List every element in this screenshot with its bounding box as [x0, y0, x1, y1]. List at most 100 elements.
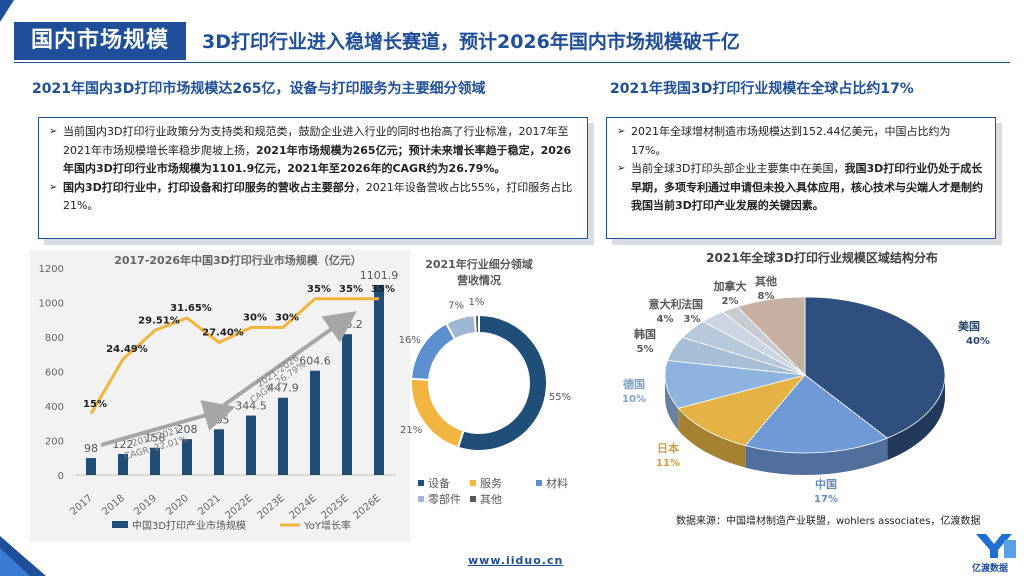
- bar-value-label: 604.6: [299, 355, 331, 368]
- bar-value-label: 447.9: [267, 382, 299, 395]
- donut-legend-label: 零部件: [428, 492, 461, 506]
- pie3d-side-美国: [887, 375, 945, 461]
- pie3d-label-加拿大: 加拿大: [713, 279, 747, 293]
- logo-text: 亿渡数据: [972, 564, 1009, 574]
- yoy-growth-line: [89, 297, 379, 415]
- growth-label: 31.65%: [170, 303, 212, 314]
- pie3d-label-法国: 法国: [681, 297, 703, 311]
- pie3d-value-美国: 40%: [966, 336, 990, 347]
- pie3d-label-韩国: 韩国: [634, 327, 656, 341]
- pie3d-value-其他: 8%: [758, 291, 775, 302]
- bar-2020: [182, 439, 192, 475]
- pie3d-slice-德国: [664, 359, 806, 409]
- bar-value-label: 208: [177, 423, 198, 436]
- pie3d-value-意大利: 4%: [657, 314, 674, 325]
- page-headline: 3D打印行业进入稳增长赛道，预计2026年国内市场规模破千亿: [202, 31, 740, 53]
- right-bullet-2: 当前全球3D打印头部企业主要集中在美国，我国3D打印行业仍处于成长早期，多项专利…: [617, 160, 985, 216]
- logo-icon: [976, 534, 1016, 558]
- y-tick-label: 800: [45, 333, 64, 344]
- right-bullet-2-text: 当前全球3D打印头部企业主要集中在美国，: [631, 162, 845, 175]
- pie3d-side-日本: [678, 408, 746, 468]
- donut-legend-label: 材料: [546, 476, 568, 490]
- section-tag: 国内市场规模: [14, 22, 186, 60]
- donut-legend-swatch: [470, 496, 476, 502]
- right-subheading: 2021年我国3D打印行业规模在全球占比约17%: [610, 81, 914, 97]
- title-rule: [14, 62, 1010, 63]
- pie3d-label-其他: 其他: [755, 274, 777, 288]
- pie3d-slice-中国: [744, 374, 889, 454]
- donut-slice-设备: [456, 313, 548, 452]
- y-tick-label: 1000: [39, 299, 64, 310]
- left-bullet-2-text: ，2021年设备营收占比55%，打印服务占比21%。: [63, 180, 573, 213]
- title-decoration: [0, 0, 14, 22]
- pie3d-value-德国: 10%: [622, 394, 646, 405]
- legend-swatch-bar: [112, 521, 128, 528]
- left-bullet-1-text: 当前国内3D打印行业政策分为支持类和规范类，鼓励企业进入行业的同时也抬高了行业标…: [63, 125, 569, 157]
- left-bullet-2-bold: 国内3D打印行业中，打印设备和打印服务的营收占主要部分: [63, 180, 355, 194]
- growth-label: 27.40%: [202, 327, 244, 338]
- website-link[interactable]: www.iiduo.cn: [468, 554, 564, 567]
- donut-slice-label: 55%: [549, 392, 571, 403]
- growth-label: 35%: [307, 284, 331, 295]
- y-tick-label: 1200: [39, 264, 64, 275]
- growth-label: 30%: [275, 313, 299, 324]
- pie3d-side-德国: [665, 375, 679, 431]
- pie3d-slice-日本: [677, 374, 807, 447]
- pie3d-label-德国: 德国: [622, 377, 645, 391]
- bar-2024E: [310, 370, 320, 475]
- donut-legend-label: 设备: [428, 476, 450, 490]
- bar-value-label: 344.5: [235, 400, 267, 413]
- pie3d-value-法国: 3%: [684, 314, 701, 325]
- pie3d-title: 2021年全球3D打印行业规模区域结构分布: [706, 250, 938, 265]
- data-source: 数据来源：中国增材制造产业联盟，wohlers associates，亿渡数据: [676, 516, 981, 527]
- bar-value-label: 158: [145, 432, 166, 445]
- y-tick-label: 400: [45, 402, 64, 413]
- donut-slice-label: 21%: [400, 425, 422, 436]
- donut-slice-服务: [410, 377, 465, 449]
- bar-value-label: 1101.9: [360, 269, 399, 282]
- bar-2023E: [278, 397, 288, 475]
- cagr-arrow: [222, 311, 357, 407]
- right-bullet-1: 2021年全球增材制造市场规模达到152.44亿美元，中国占比约为17%。: [617, 123, 985, 160]
- right-bullet-2-bold: 我国3D打印行业仍处于成长早期，多项专利通过申请但未投入具体应用，核心技术与尖端…: [631, 162, 983, 212]
- pie3d-slice-其他: [736, 296, 806, 376]
- bar-2017: [86, 458, 96, 475]
- pie3d-label-日本: 日本: [657, 441, 679, 455]
- donut-slice-材料: [410, 322, 457, 381]
- donut-title-line1: 2021年行业细分领域: [425, 257, 533, 271]
- bar-2026E: [374, 284, 384, 475]
- growth-label: 29.51%: [138, 315, 180, 326]
- y-tick-label: 600: [45, 368, 64, 379]
- donut-legend-label: 其他: [480, 493, 502, 506]
- donut-legend-label: 服务: [480, 477, 502, 490]
- donut-slice-label: 7%: [448, 300, 464, 311]
- pie3d-side-中国: [745, 438, 888, 475]
- growth-label: 30%: [243, 313, 267, 324]
- left-bullet-1: 当前国内3D打印行业政策分为支持类和规范类，鼓励企业进入行业的同时也抬高了行业标…: [49, 123, 577, 179]
- legend-label-line: YoY增长率: [303, 519, 351, 532]
- bar-2021: [214, 429, 224, 475]
- bar-chart-title: 2017-2026年中国3D打印行业市场规模（亿元）: [114, 253, 362, 267]
- donut-slice-label: 1%: [468, 297, 484, 308]
- pie3d-value-韩国: 5%: [637, 344, 654, 355]
- left-summary-box: 当前国内3D打印行业政策分为支持类和规范类，鼓励企业进入行业的同时也抬高了行业标…: [38, 117, 588, 239]
- bar-value-label: 98: [84, 442, 98, 455]
- pie3d-value-加拿大: 2%: [722, 296, 739, 307]
- bar-2019: [150, 447, 160, 475]
- y-tick-label: 200: [45, 437, 64, 448]
- left-subheading: 2021年国内3D打印市场规模达265亿，设备与打印服务为主要细分领域: [32, 81, 486, 97]
- left-bullet-2: 国内3D打印行业中，打印设备和打印服务的营收占主要部分，2021年设备营收占比5…: [49, 179, 577, 216]
- bar-2022E: [246, 415, 256, 475]
- donut-legend-swatch: [418, 480, 424, 486]
- growth-label: 35%: [339, 284, 363, 295]
- right-bullet-1-text: 2021年全球增材制造市场规模达到152.44亿美元，中国占比约为17%。: [631, 125, 951, 157]
- growth-label: 15%: [83, 399, 107, 410]
- bar-2018: [118, 453, 128, 475]
- pie3d-label-美国: 美国: [958, 319, 980, 333]
- donut-legend-swatch: [418, 496, 424, 502]
- donut-legend-swatch: [470, 480, 476, 486]
- donut-title-line2: 营收情况: [457, 273, 501, 287]
